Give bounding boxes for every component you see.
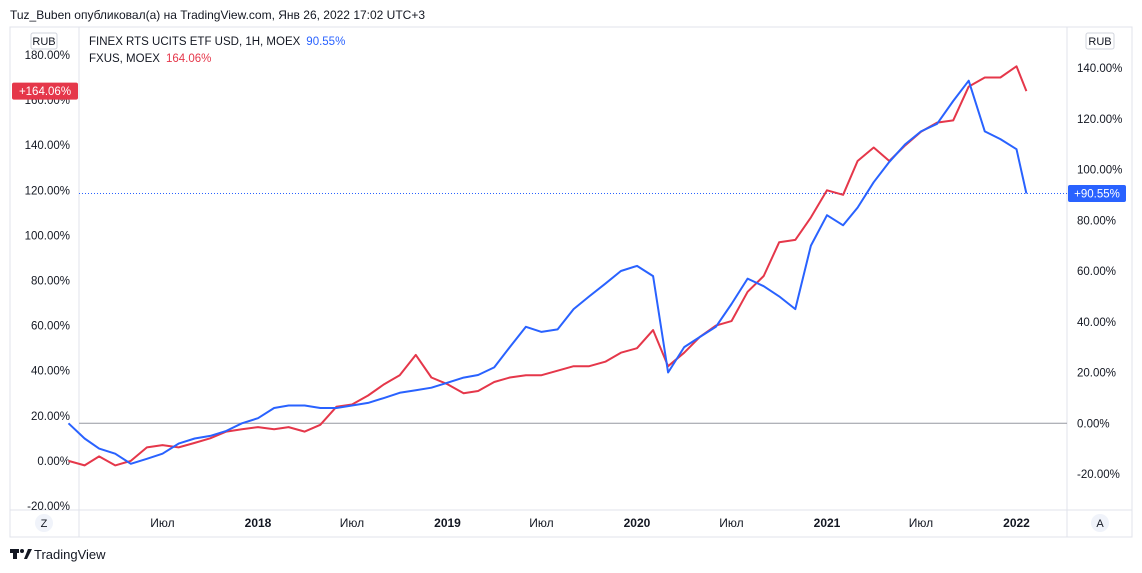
- legend-fxus-name: FXUS, MOEX: [89, 53, 160, 65]
- legend-finex-value: 90.55%: [306, 36, 345, 48]
- right-unit-label: RUB: [1088, 36, 1111, 48]
- time-axis-tick-label: 2019: [434, 516, 461, 530]
- right-unit-button[interactable]: RUB: [1085, 32, 1115, 50]
- legend-finex: FINEX RTS UCITS ETF USD, 1H, MOEX 90.55%: [89, 36, 345, 48]
- left-axis-tick-label: 140.00%: [25, 140, 70, 152]
- right-axis-ticks: 140.00% 120.00% 100.00% 80.00% 60.00% 40.00% 2…: [1077, 63, 1122, 481]
- auto-scale-button[interactable]: A: [1091, 514, 1109, 532]
- zoom-button-label: Z: [41, 518, 48, 530]
- left-axis-tick-label: -20.00%: [27, 501, 70, 513]
- finex-last-value-label: +90.55%: [1074, 188, 1120, 200]
- right-axis-tick-label: -20.00%: [1077, 469, 1120, 481]
- time-axis-tick-label: 2022: [1003, 516, 1030, 530]
- right-axis-tick-label: 60.00%: [1077, 266, 1116, 278]
- time-axis-tick-label: 2021: [814, 516, 841, 530]
- left-unit-button[interactable]: RUB: [30, 32, 58, 50]
- left-axis-tick-label: 180.00%: [25, 50, 70, 62]
- attribution-text: Tuz_Buben опубликовал(а) на TradingView.…: [10, 8, 425, 22]
- chart-frame: [9, 26, 1133, 538]
- tradingview-logo-icon: [10, 549, 32, 559]
- right-axis-tick-label: 0.00%: [1077, 418, 1110, 430]
- left-axis-tick-label: 80.00%: [31, 276, 70, 288]
- right-axis-tick-label: 140.00%: [1077, 63, 1122, 75]
- tradingview-logo[interactable]: TradingView: [10, 547, 106, 562]
- left-axis-ticks: 180.00%160.00%140.00%120.00%100.00%80.00…: [25, 50, 70, 513]
- time-axis-ticks: Июл 2018 Июл 2019 Июл 2020 Июл 2021 Июл 2022: [150, 516, 1030, 530]
- finex-series-line: [67, 79, 1028, 465]
- legend-finex-name: FINEX RTS UCITS ETF USD, 1H, MOEX: [89, 36, 301, 48]
- tradingview-brand-text: TradingView: [34, 547, 106, 562]
- right-axis-tick-label: 100.00%: [1077, 165, 1122, 177]
- time-axis-tick-label: 2020: [624, 516, 651, 530]
- left-unit-label: RUB: [32, 36, 55, 48]
- time-axis-tick-label: Июл: [150, 516, 174, 530]
- right-axis-tick-label: 40.00%: [1077, 317, 1116, 329]
- left-axis-tick-label: 0.00%: [37, 456, 70, 468]
- fxus-last-value-label: +164.06%: [19, 86, 71, 98]
- time-axis-tick-label: Июл: [529, 516, 553, 530]
- fxus-last-value-badge: +164.06%: [12, 82, 78, 100]
- time-axis-tick-label: Июл: [909, 516, 933, 530]
- finex-last-value-badge: +90.55%: [1068, 184, 1126, 202]
- right-axis-tick-label: 20.00%: [1077, 368, 1116, 380]
- auto-scale-button-label: A: [1096, 518, 1104, 530]
- series-lines: [67, 65, 1028, 467]
- left-axis-tick-label: 100.00%: [25, 230, 70, 242]
- time-axis-tick-label: Июл: [719, 516, 743, 530]
- left-axis-tick-label: 120.00%: [25, 185, 70, 197]
- left-axis-tick-label: 60.00%: [31, 321, 70, 333]
- time-axis-tick-label: Июл: [340, 516, 364, 530]
- fxus-series-line: [68, 65, 1028, 467]
- right-axis-tick-label: 80.00%: [1077, 215, 1116, 227]
- left-axis-tick-label: 40.00%: [31, 366, 70, 378]
- zoom-button[interactable]: Z: [35, 514, 53, 532]
- legend-fxus: FXUS, MOEX 164.06%: [89, 53, 211, 65]
- right-axis-tick-label: 120.00%: [1077, 114, 1122, 126]
- legend-fxus-value: 164.06%: [166, 53, 211, 65]
- left-axis-tick-label: 20.00%: [31, 411, 70, 423]
- time-axis-tick-label: 2018: [245, 516, 272, 530]
